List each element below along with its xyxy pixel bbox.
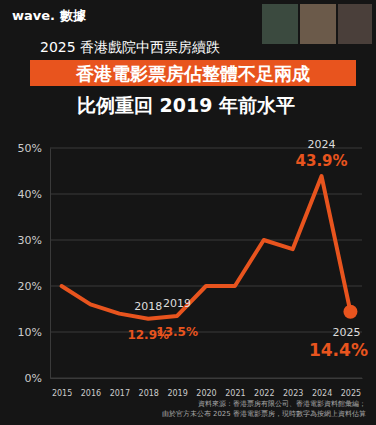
annotation-value: 43.9% [296,152,348,170]
photo-placeholder [338,4,372,44]
x-tick: 2019 [167,378,187,398]
annotation-year: 2025 [332,326,360,339]
x-tick-label: 2018 [139,389,159,398]
annotation-year: 2018 [134,300,162,313]
x-tick: 2023 [283,378,303,398]
source-note: 資料來源：香港票房有限公司、香港電影資料館彙編； [198,400,366,408]
x-tick: 2020 [196,378,216,398]
y-tick: 0% [25,372,50,385]
title-banner [30,60,356,86]
x-tick-label: 2024 [312,389,332,398]
y-tick: 30% [18,234,50,247]
y-tick: 10% [18,326,50,339]
x-tick-label: 2022 [254,389,274,398]
x-tick-label: 2015 [52,389,72,398]
photo-placeholder [262,4,298,44]
y-tick: 50% [18,142,50,155]
x-tick-label: 2023 [283,389,303,398]
y-tick-label: 30% [18,234,42,247]
x-tick: 2025 [341,378,361,398]
title: 香港電影票房佔整體不足兩成 [75,63,310,84]
annotations: 201812.9%201913.5%202443.9%202514.4% [127,138,368,360]
brand: wave. 數據 [12,8,87,23]
end-point [343,305,357,319]
y-tick-label: 50% [18,142,42,155]
y-tick: 40% [18,188,50,201]
header: 2025 香港戲院中西票房續跌 [40,39,220,55]
grid-line [50,378,362,379]
annotation-value: 14.4% [309,340,368,360]
x-tick: 2015 [52,378,72,398]
x-tick: 2016 [81,378,101,398]
line [62,176,351,319]
x-tick-label: 2025 [341,389,361,398]
x-tick: 2018 [139,378,159,398]
x-tick: 2022 [254,378,274,398]
x-tick-label: 2017 [110,389,130,398]
grid-line [50,240,362,241]
chart-root: wave. 數據 2025 香港戲院中西票房續跌香港電影票房佔整體不足兩成比例重回… [0,0,376,425]
y-tick-label: 20% [18,280,42,293]
photo-placeholder [300,4,336,44]
y-tick-label: 10% [18,326,42,339]
background [0,0,376,425]
y-tick-label: 0% [25,372,42,385]
grid-line [50,332,362,333]
x-axis: 2015 2016 2017 2018 2019 2020 2021 2022 2023 2024… [51,378,363,398]
annotation-value: 13.5% [156,325,198,339]
x-tick-label: 2019 [167,389,187,398]
y-axis-line [50,149,51,379]
plot-marks [62,176,358,319]
subtitle: 比例重回 2019 年前水平 [77,94,295,116]
y-axis: 0% 10% 20% 30% 40% 50% [18,142,51,385]
annotation-year: 2024 [308,138,336,151]
y-tick-label: 40% [18,188,42,201]
x-tick-label: 2021 [225,389,245,398]
source-note: 由於官方未公布 2025 香港電影票房，現時數字為按網上資料估算 [162,410,366,418]
x-tick-label: 2020 [196,389,216,398]
x-axis-line [51,378,363,379]
x-tick-label: 2016 [81,389,101,398]
annotation-year: 2019 [163,297,191,310]
x-tick: 2021 [225,378,245,398]
x-tick: 2024 [312,378,332,398]
y-tick: 20% [18,280,50,293]
x-tick: 2017 [110,378,130,398]
